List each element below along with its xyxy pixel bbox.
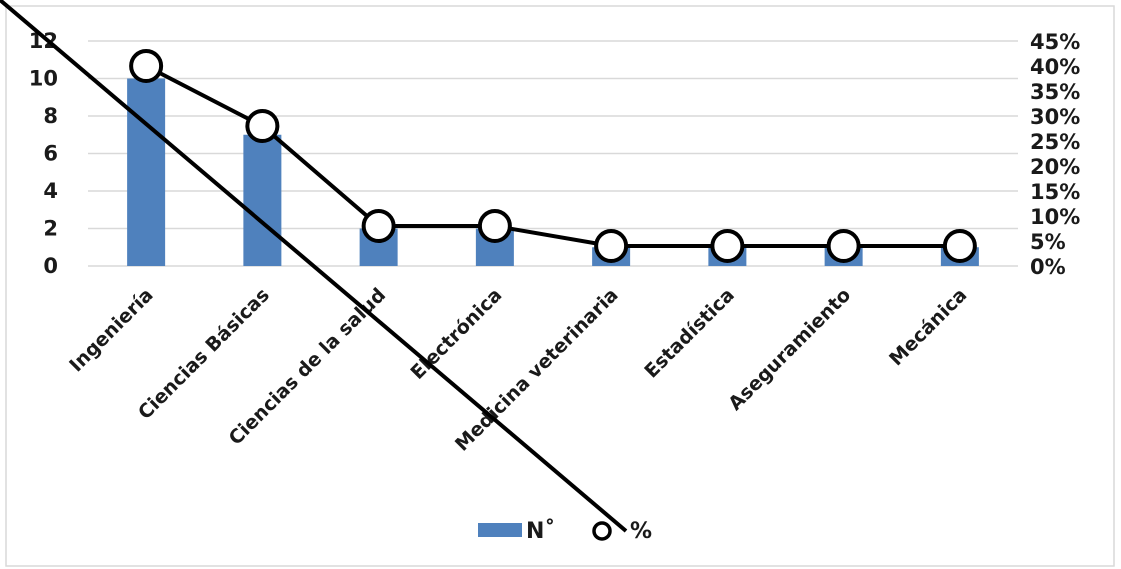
left-tick-label: 10 xyxy=(29,67,58,91)
right-y-axis: 0%5%10%15%20%25%30%35%40%45% xyxy=(1030,30,1080,279)
line-point xyxy=(129,49,164,83)
legend-bar-swatch xyxy=(478,523,522,537)
right-tick-label: 20% xyxy=(1030,155,1080,179)
chart-border xyxy=(5,5,1115,567)
right-tick-label: 45% xyxy=(1030,30,1080,54)
right-tick-label: 10% xyxy=(1030,205,1080,229)
left-tick-label: 12 xyxy=(29,29,58,53)
right-tick-label: 25% xyxy=(1030,130,1080,154)
legend-bar-label: N˚ xyxy=(526,519,555,544)
right-tick-label: 5% xyxy=(1030,230,1066,254)
left-tick-label: 6 xyxy=(43,142,58,166)
right-tick-label: 35% xyxy=(1030,80,1080,104)
line-point xyxy=(477,209,512,243)
line-series xyxy=(129,49,977,263)
legend-line-label: % xyxy=(630,519,652,544)
left-tick-label: 4 xyxy=(43,179,58,203)
line-point xyxy=(826,229,861,263)
line-point xyxy=(594,229,629,263)
legend-line-swatch xyxy=(0,0,628,533)
legend: N˚ % xyxy=(0,0,652,544)
right-tick-label: 40% xyxy=(1030,55,1080,79)
line-point xyxy=(710,229,745,263)
legend-line-marker xyxy=(592,521,612,541)
line-point xyxy=(942,229,977,263)
left-tick-label: 8 xyxy=(43,104,58,128)
left-tick-label: 0 xyxy=(43,254,58,278)
right-tick-label: 15% xyxy=(1030,180,1080,204)
bar xyxy=(127,78,166,266)
percent-line xyxy=(145,64,960,248)
right-tick-label: 30% xyxy=(1030,105,1080,129)
line-point xyxy=(245,109,280,143)
line-point xyxy=(361,209,396,243)
right-tick-label: 0% xyxy=(1030,255,1066,279)
left-tick-label: 2 xyxy=(43,217,58,241)
left-y-axis: 0 2 4 6 8 10 12 xyxy=(29,29,58,278)
bar xyxy=(243,134,282,266)
